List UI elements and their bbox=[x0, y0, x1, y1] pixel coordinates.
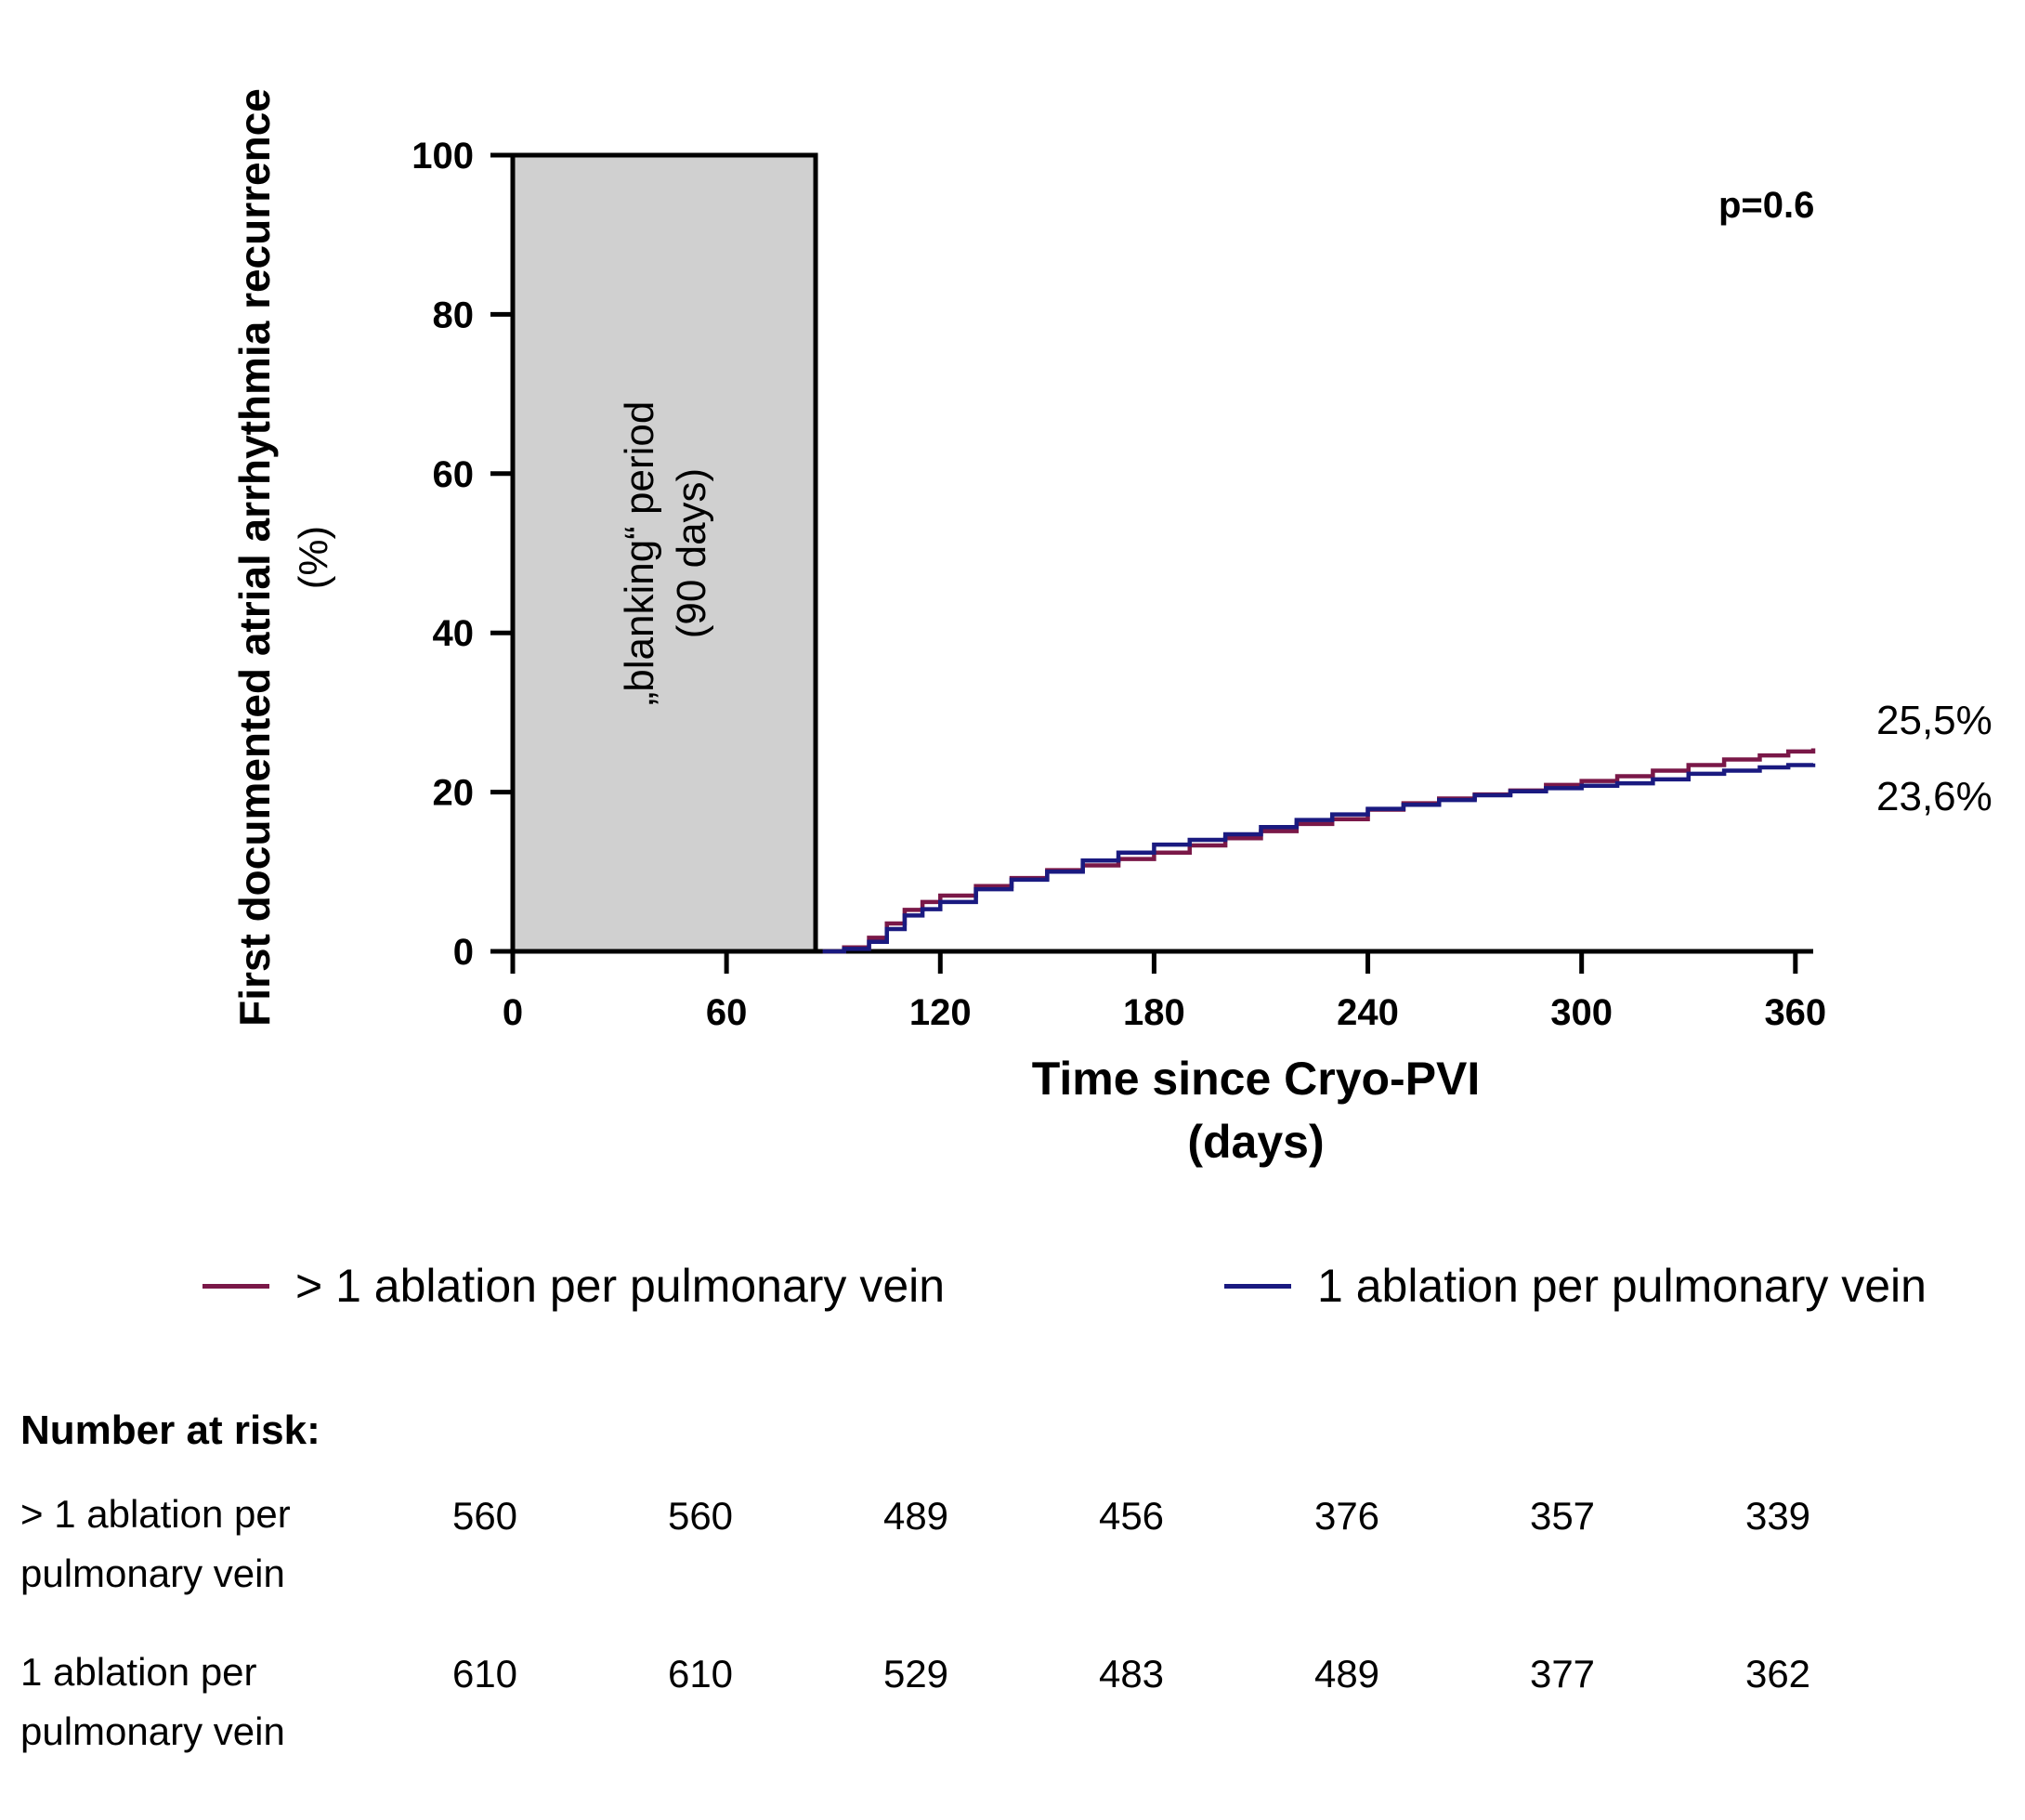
x-tick-label: 240 bbox=[1337, 992, 1399, 1033]
risk-value: 489 bbox=[882, 1494, 949, 1538]
legend-label-1: 1 ablation per pulmonary vein bbox=[1317, 1260, 1927, 1312]
risk-value: 376 bbox=[1313, 1494, 1380, 1538]
risk-row-label-1-line1: 1 ablation per bbox=[20, 1650, 257, 1694]
risk-value: 560 bbox=[667, 1494, 734, 1538]
risk-value: 339 bbox=[1744, 1494, 1811, 1538]
risk-table-title: Number at risk: bbox=[20, 1408, 320, 1453]
y-tick-label: 0 bbox=[453, 932, 474, 973]
risk-value: 357 bbox=[1529, 1494, 1596, 1538]
blanking-label-line1: „blanking“ period bbox=[617, 401, 662, 706]
km-chart: „blanking“ period (90 days) 0204060801000… bbox=[230, 88, 1992, 1168]
risk-value: 362 bbox=[1744, 1652, 1811, 1696]
y-axis-title: First documented atrial arrhythmia recur… bbox=[230, 88, 279, 1027]
legend-label-gt1: > 1 ablation per pulmonary vein bbox=[295, 1260, 946, 1312]
y-tick-label: 80 bbox=[433, 295, 475, 335]
risk-value: 529 bbox=[882, 1652, 949, 1696]
x-tick-label: 360 bbox=[1764, 992, 1826, 1033]
x-tick-label: 180 bbox=[1123, 992, 1185, 1033]
risk-row-label-1-line2: pulmonary vein bbox=[20, 1709, 285, 1753]
y-axis-unit: (%) bbox=[291, 526, 336, 589]
legend-item-gt1: > 1 ablation per pulmonary vein bbox=[202, 1259, 945, 1313]
risk-value: 610 bbox=[667, 1652, 734, 1696]
risk-value: 456 bbox=[1098, 1494, 1165, 1538]
series-end-label-1: 23,6% bbox=[1876, 774, 1992, 819]
blanking-label-line2: (90 days) bbox=[669, 468, 714, 638]
blanking-period-region: „blanking“ period (90 days) bbox=[510, 152, 818, 954]
blanking-label: „blanking“ period (90 days) bbox=[617, 401, 714, 706]
series-end-label-0: 25,5% bbox=[1876, 698, 1992, 743]
risk-value: 560 bbox=[451, 1494, 518, 1538]
legend-item-1: 1 ablation per pulmonary vein bbox=[1224, 1259, 1927, 1313]
risk-value: 610 bbox=[451, 1652, 518, 1696]
series-line-0 bbox=[822, 748, 1816, 954]
x-tick-label: 0 bbox=[503, 992, 523, 1033]
risk-row-label-gt1-line1: > 1 ablation per bbox=[20, 1492, 291, 1536]
series-lines: 25,5% 23,6% bbox=[822, 698, 1992, 954]
risk-value: 489 bbox=[1313, 1652, 1380, 1696]
x-axis-unit: (days) bbox=[1187, 1116, 1324, 1168]
axes: 0 20 40 60 80 100 0 60 120 180 240 300 360 bbox=[412, 136, 1826, 1033]
y-tick-label: 100 bbox=[412, 136, 474, 177]
blanking-rect bbox=[510, 152, 818, 954]
risk-row-label-gt1: > 1 ablation per pulmonary vein bbox=[20, 1485, 291, 1604]
x-tick-label: 120 bbox=[909, 992, 972, 1033]
y-tick-label: 60 bbox=[433, 454, 475, 495]
risk-row-label-gt1-line2: pulmonary vein bbox=[20, 1552, 285, 1595]
x-tick-label: 300 bbox=[1550, 992, 1613, 1033]
y-tick-label: 20 bbox=[433, 773, 475, 814]
p-value-annotation: p=0.6 bbox=[1718, 185, 1814, 226]
x-axis-title: Time since Cryo-PVI bbox=[1032, 1053, 1481, 1105]
x-tick-label: 60 bbox=[706, 992, 748, 1033]
axis-labels: p=0.6 Time since Cryo-PVI (days) First docu… bbox=[230, 88, 1814, 1168]
risk-value: 377 bbox=[1529, 1652, 1596, 1696]
risk-value: 483 bbox=[1098, 1652, 1165, 1696]
y-tick-label: 40 bbox=[433, 613, 475, 654]
risk-row-label-1: 1 ablation per pulmonary vein bbox=[20, 1643, 285, 1761]
legend-swatch-gt1 bbox=[202, 1283, 269, 1289]
legend-swatch-1 bbox=[1224, 1283, 1291, 1289]
series-line-1 bbox=[822, 763, 1816, 954]
